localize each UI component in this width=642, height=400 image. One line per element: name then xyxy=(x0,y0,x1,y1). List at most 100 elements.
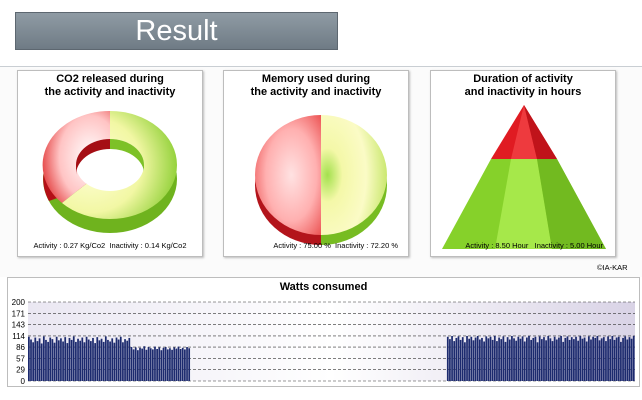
watts-bar xyxy=(498,337,500,381)
watts-bar xyxy=(504,341,507,381)
watts-bar xyxy=(171,349,173,381)
watts-bar xyxy=(186,347,188,381)
watts-bar xyxy=(124,339,126,381)
watts-chart-panel: Watts consumed 0 29 57 86 114 143 171 200 xyxy=(7,277,640,387)
watts-bar xyxy=(500,339,503,381)
watts-bar xyxy=(147,347,150,381)
memory-chart-title: Memory used during the activity and inac… xyxy=(250,73,382,98)
memory-inactivity-value: Inactivity : 72.20 % xyxy=(335,241,398,250)
watts-bar xyxy=(496,341,498,381)
watts-y-tick-label: 143 xyxy=(12,321,26,330)
watts-bar xyxy=(592,336,594,381)
watts-bar xyxy=(177,346,180,381)
watts-bar xyxy=(487,338,490,381)
watts-bar xyxy=(600,338,603,381)
watts-bar xyxy=(598,340,601,381)
co2-doughnut-chart xyxy=(42,110,177,233)
watts-bar xyxy=(528,335,530,381)
co2-activity-slice xyxy=(42,110,110,203)
watts-bar xyxy=(483,341,485,381)
watts-bar xyxy=(107,339,109,381)
watts-bar xyxy=(83,342,86,381)
watts-bar xyxy=(109,341,111,381)
watts-bar xyxy=(115,337,118,381)
watts-bar xyxy=(626,339,629,381)
watts-bar xyxy=(464,342,466,381)
watts-bar xyxy=(611,335,614,381)
watts-bar xyxy=(491,339,494,381)
watts-bar xyxy=(587,336,590,381)
watts-bar xyxy=(511,335,513,381)
watts-bar xyxy=(70,339,73,381)
watts-bar xyxy=(94,343,96,381)
page-title: Result xyxy=(15,12,338,50)
watts-bar xyxy=(68,337,71,381)
watts-y-tick-label: 200 xyxy=(12,298,26,307)
watts-bar xyxy=(622,337,624,381)
watts-bar xyxy=(534,336,537,381)
memory-activity-value: Activity : 75.00 % xyxy=(273,241,331,250)
watts-bar xyxy=(455,337,458,381)
duration-chart-legend: Activity : 8.50 Hour Inactivity : 5.00 H… xyxy=(431,241,615,250)
watts-bar xyxy=(53,342,56,381)
watts-bar xyxy=(493,335,496,381)
watts-bar xyxy=(62,341,64,381)
watts-bar xyxy=(523,341,526,381)
watts-bar xyxy=(513,338,515,381)
watts-bar xyxy=(451,335,453,381)
watts-bar xyxy=(468,338,471,381)
watts-y-tick-label: 86 xyxy=(16,343,25,352)
watts-y-tick-label: 29 xyxy=(16,366,25,375)
watts-bar xyxy=(175,348,178,381)
duration-activity-value: Activity : 8.50 Hour xyxy=(465,241,529,250)
watts-bar xyxy=(181,347,184,381)
watts-bar xyxy=(564,337,567,381)
watts-bar xyxy=(607,336,609,381)
watts-bar xyxy=(30,339,32,381)
watts-bar xyxy=(613,339,616,381)
watts-bar xyxy=(553,336,556,381)
watts-bar xyxy=(515,340,518,381)
memory-pie-chart xyxy=(255,115,387,245)
watts-bar xyxy=(96,337,99,381)
watts-bar xyxy=(145,349,148,381)
watts-y-tick-label: 0 xyxy=(21,377,26,386)
watts-bar xyxy=(615,337,618,381)
watts-bar xyxy=(164,347,167,381)
watts-bar xyxy=(609,339,612,381)
watts-bar xyxy=(117,339,120,381)
watts-bar xyxy=(526,337,528,381)
watts-bar xyxy=(620,341,622,381)
watts-bar xyxy=(570,337,573,381)
watts-bar xyxy=(517,336,520,381)
watts-bar xyxy=(461,337,464,381)
watts-bar xyxy=(568,339,571,381)
watts-bar xyxy=(119,336,122,381)
watts-bar xyxy=(173,347,176,381)
watts-bar xyxy=(624,336,627,381)
watts-bar xyxy=(485,336,488,381)
watts-bar xyxy=(128,337,131,381)
watts-bar xyxy=(545,340,547,381)
watts-bar xyxy=(581,338,584,381)
watts-bar xyxy=(583,337,586,381)
watts-bar xyxy=(32,342,35,381)
watts-bar xyxy=(585,341,588,381)
watts-bar xyxy=(40,343,43,381)
memory-chart-panel: Memory used during the activity and inac… xyxy=(223,70,409,257)
watts-bar xyxy=(502,336,505,381)
watts-bar xyxy=(558,337,560,381)
watts-bar xyxy=(605,341,607,381)
watts-bar xyxy=(543,337,545,381)
watts-bar xyxy=(538,336,541,381)
copyright-label: ©IA-KAR xyxy=(597,263,628,272)
watts-bar xyxy=(81,337,84,381)
watts-bar xyxy=(590,339,592,381)
watts-bar xyxy=(28,336,30,381)
watts-bar xyxy=(630,338,633,381)
watts-bar xyxy=(64,337,67,381)
co2-chart-title: CO2 released during the activity and ina… xyxy=(44,73,176,98)
watts-bar xyxy=(79,340,82,381)
watts-bar xyxy=(188,348,191,381)
watts-bar xyxy=(457,336,460,381)
